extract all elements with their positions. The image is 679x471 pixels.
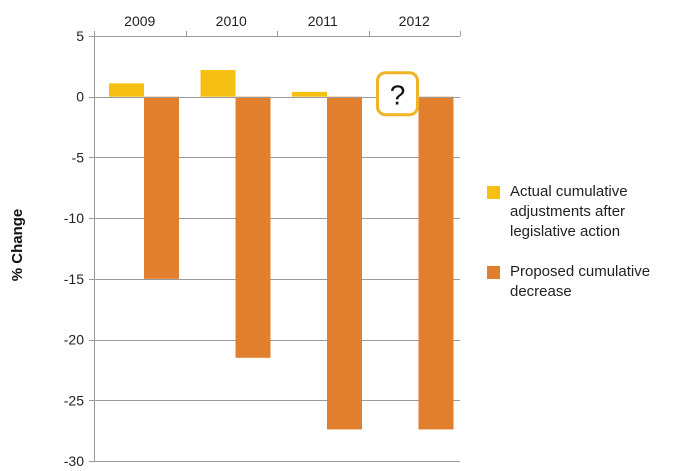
x-tick-label: 2009	[124, 13, 155, 29]
y-tick-label: -15	[64, 271, 84, 287]
x-tick-label: 2012	[399, 13, 430, 29]
annotation-question-mark: ?	[390, 80, 406, 111]
y-tick-label: 5	[76, 28, 84, 44]
y-tick-label: -30	[64, 453, 84, 469]
y-tick-label: 0	[76, 89, 84, 105]
y-tick-label: -5	[72, 149, 85, 165]
bar-proposed	[235, 96, 271, 358]
y-tick-label: -10	[64, 210, 84, 226]
legend-item-actual: Actual cumulative adjustments after legi…	[487, 182, 677, 242]
bars	[109, 70, 454, 430]
bar-actual	[292, 91, 327, 97]
bar-proposed	[144, 96, 179, 279]
annotation: ?	[376, 71, 419, 117]
bar-actual	[200, 70, 236, 97]
legend-label-proposed: Proposed cumulative decrease	[510, 263, 651, 300]
y-axis-label: % Change	[9, 209, 26, 282]
x-tick-label: 2011	[308, 13, 338, 29]
axes: 5 0 -5 -10 -15 -20 -25 -30 2009 2010 2011 2012	[64, 13, 461, 469]
bar-proposed	[418, 96, 454, 430]
legend-item-proposed: Proposed cumulative decrease	[487, 262, 677, 302]
bar-proposed	[327, 96, 362, 430]
legend-label-actual: Actual cumulative adjustments after legi…	[510, 183, 628, 240]
legend-swatch-proposed	[487, 266, 500, 279]
legend-swatch-actual	[487, 186, 500, 199]
y-tick-label: -20	[64, 332, 84, 348]
y-tick-label: -25	[64, 392, 84, 408]
x-tick-label: 2010	[216, 13, 247, 29]
legend: Actual cumulative adjustments after legi…	[487, 182, 677, 322]
bar-actual	[109, 83, 144, 97]
annotation-box	[376, 71, 419, 117]
